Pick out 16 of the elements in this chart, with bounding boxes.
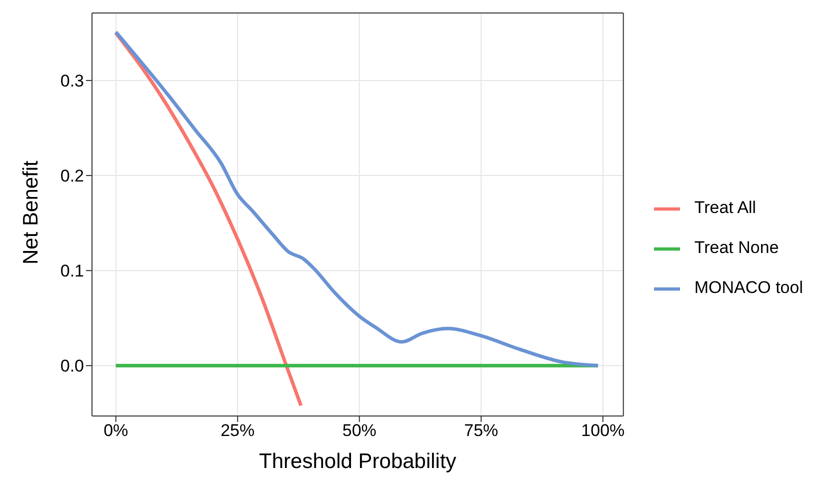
x-tick-label: 50% [342,421,376,440]
line-series [114,31,303,408]
y-tick-label: 0.0 [60,356,84,376]
y-axis-title: Net Benefit [19,160,42,264]
y-tick-label: 0.1 [60,262,84,281]
x-axis-title: Threshold Probability [259,450,457,473]
legend-label: Treat All [694,198,756,217]
x-tick-label: 75% [464,421,498,440]
line-series [114,30,600,368]
x-tick-label: 100% [581,421,625,440]
legend-label: MONACO tool [694,278,803,297]
x-tick-label: 0% [104,421,128,440]
x-tick-label: 25% [220,421,255,440]
y-tick-label: 0.3 [60,72,84,91]
y-tick-label: 0.2 [60,166,84,186]
legend-label: Treat None [694,238,779,257]
